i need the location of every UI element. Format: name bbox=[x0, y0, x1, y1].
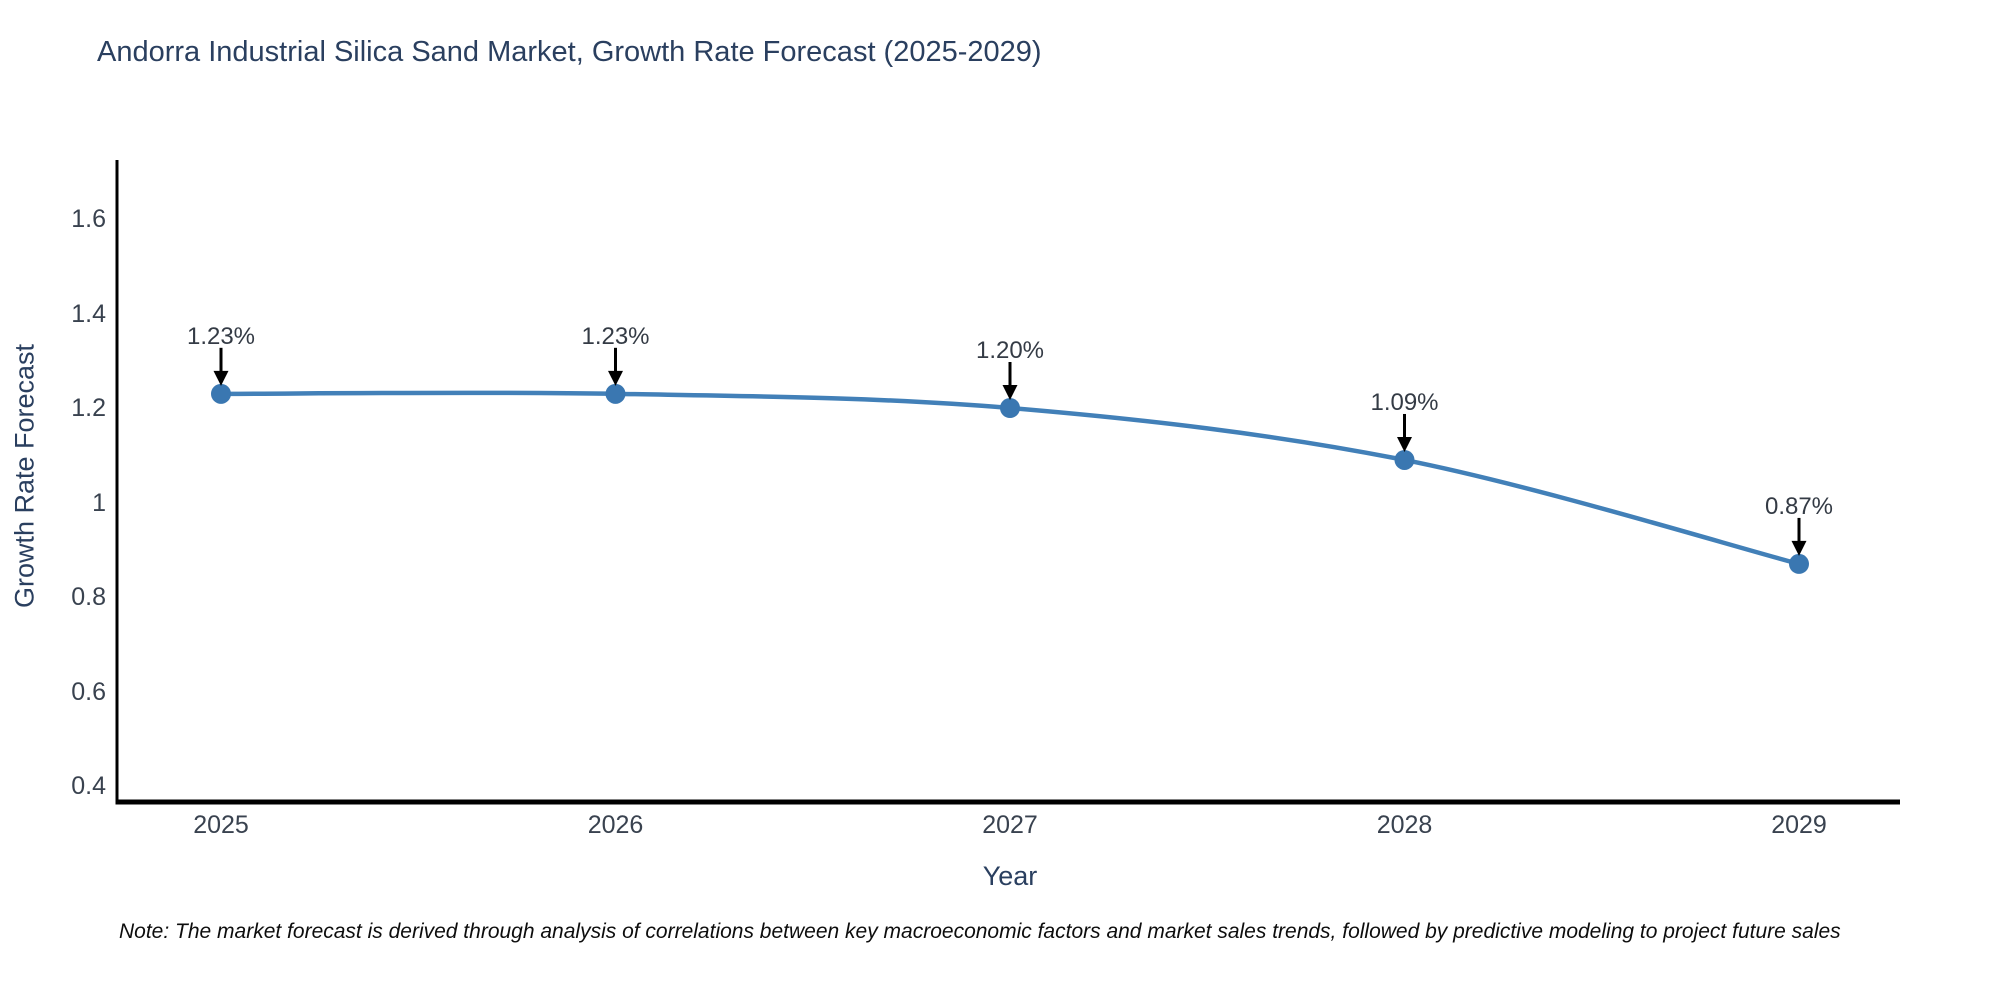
y-tick-label: 0.6 bbox=[71, 677, 106, 706]
x-tick-label: 2026 bbox=[587, 811, 644, 839]
x-tick-label: 2029 bbox=[1771, 811, 1827, 839]
data-point-marker bbox=[1000, 398, 1020, 418]
data-point-marker bbox=[211, 383, 231, 404]
y-tick-label: 1.4 bbox=[71, 299, 106, 328]
annotation-arrow-head-icon bbox=[213, 370, 229, 386]
point-value-label: 1.09% bbox=[1370, 388, 1439, 416]
chart-title: Andorra Industrial Silica Sand Market, G… bbox=[97, 36, 1042, 68]
annotation-arrow-head-icon bbox=[1397, 436, 1412, 452]
y-tick-label: 0.8 bbox=[71, 583, 106, 611]
annotation-arrow-head-icon bbox=[1791, 540, 1807, 556]
data-point-marker bbox=[1394, 449, 1415, 470]
point-value-label: 1.23% bbox=[581, 322, 650, 350]
footnote: Note: The market forecast is derived thr… bbox=[119, 920, 1841, 943]
point-value-label: 1.23% bbox=[186, 322, 256, 350]
y-tick-label: 0.4 bbox=[71, 772, 106, 800]
y-tick-label: 1 bbox=[92, 488, 106, 517]
x-axis-title: Year bbox=[982, 861, 1038, 891]
y-tick-label: 1.2 bbox=[71, 394, 106, 422]
x-tick-label: 2025 bbox=[193, 811, 249, 839]
annotation-arrow-head-icon bbox=[1002, 385, 1018, 400]
x-tick-label: 2027 bbox=[982, 811, 1038, 839]
x-tick-label: 2028 bbox=[1376, 811, 1433, 839]
point-value-label: 0.87% bbox=[1764, 492, 1834, 520]
point-value-label: 1.20% bbox=[975, 337, 1045, 364]
annotation-arrow-head-icon bbox=[608, 370, 623, 386]
trend-line bbox=[220, 390, 1800, 567]
data-point-marker bbox=[605, 383, 626, 404]
data-point-marker bbox=[1789, 553, 1809, 574]
y-tick-label: 1.6 bbox=[71, 205, 106, 233]
